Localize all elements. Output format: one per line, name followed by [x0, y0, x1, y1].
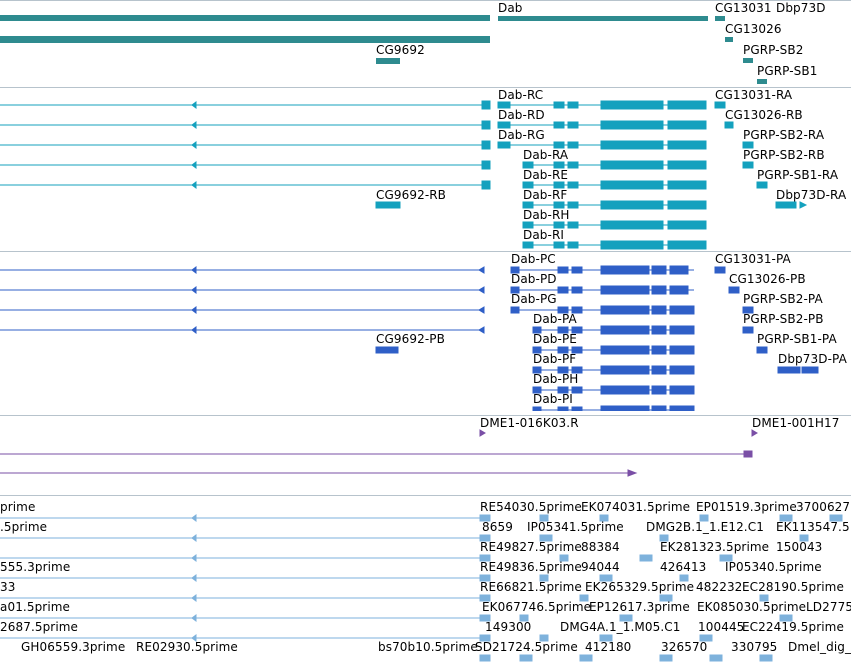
- transcript-label: CG9692-RB: [376, 188, 447, 202]
- est-label: 3700627: [796, 500, 851, 514]
- protein-label: Dab-PA: [533, 312, 577, 326]
- est-label: EC22419.5prime: [742, 620, 844, 634]
- protein-label: CG9692-PB: [376, 332, 445, 346]
- gene-label: CG13031: [715, 1, 772, 15]
- est-track[interactable]: [0, 495, 851, 663]
- protein-label: Dab-PC: [511, 252, 556, 266]
- transcript-label: Dab-RE: [523, 168, 569, 182]
- protein-label: Dab-PH: [533, 372, 579, 386]
- protein-label: Dbp73D-PA: [778, 352, 847, 366]
- protein-label: Dab-PI: [533, 392, 573, 406]
- est-label: 88384: [581, 540, 620, 554]
- bac-track[interactable]: [0, 415, 851, 495]
- transcript-label: CG13031-RA: [715, 88, 793, 102]
- gene-label: CG13026: [725, 22, 782, 36]
- protein-label: CG13031-PA: [715, 252, 791, 266]
- gene-label: Dab: [498, 1, 523, 15]
- est-label: RE49836.5prime: [480, 560, 582, 574]
- track-separator: [0, 415, 851, 416]
- est-label: 150043: [776, 540, 823, 554]
- est-label: EK067746.5prime: [482, 600, 592, 614]
- transcript-label: Dab-RI: [523, 228, 565, 242]
- est-label: 33: [0, 580, 16, 594]
- est-label: RE54030.5prime: [480, 500, 582, 514]
- est-label: SD21724.5prime: [475, 640, 578, 654]
- est-label: RE02930.5prime: [136, 640, 238, 654]
- transcript-label: PGRP-SB2-RB: [743, 148, 825, 162]
- est-label: 555.3prime: [0, 560, 71, 574]
- est-label: EK085030.5prime: [697, 600, 807, 614]
- transcript-label: Dab-RA: [523, 148, 569, 162]
- est-label: 426413: [660, 560, 707, 574]
- transcript-label: CG13026-RB: [725, 108, 803, 122]
- protein-label: Dab-PF: [533, 352, 577, 366]
- transcript-label: PGRP-SB1-RA: [757, 168, 839, 182]
- est-label: bs70b10.5prime: [378, 640, 478, 654]
- gene-cg9692-bar[interactable]: [376, 58, 400, 64]
- bac-label: DME1-016K03.R: [480, 416, 579, 430]
- est-label: EK265329.5prime: [585, 580, 695, 594]
- est-label: EK113547.5: [776, 520, 850, 534]
- bac-label: DME1-001H17: [752, 416, 840, 430]
- est-label: 330795: [731, 640, 778, 654]
- est-label: LD2775: [806, 600, 851, 614]
- transcript-label: Dab-RF: [523, 188, 568, 202]
- est-label: 149300: [485, 620, 532, 634]
- est-label: EP01519.3prime: [696, 500, 797, 514]
- protein-label: PGRP-SB2-PB: [743, 312, 824, 326]
- est-label: IP05340.5prime: [725, 560, 822, 574]
- gene-label: PGRP-SB1: [757, 64, 818, 78]
- transcript-label: Dab-RC: [498, 88, 544, 102]
- est-label: 94044: [581, 560, 620, 574]
- gene-label: Dbp73D: [776, 1, 826, 15]
- protein-label: Dab-PE: [533, 332, 577, 346]
- transcript-label: PGRP-SB2-RA: [743, 128, 825, 142]
- est-label: 2687.5prime: [0, 620, 79, 634]
- gene-cg9692-long-bar[interactable]: [0, 36, 490, 43]
- est-label: EP12617.3prime: [589, 600, 690, 614]
- est-label: Dmel_dig_00: [788, 640, 851, 654]
- est-label: DMG4A.1_1.M05.C1: [560, 620, 681, 634]
- est-label: EK281323.5prime: [660, 540, 770, 554]
- est-label: RE66821.5prime: [480, 580, 582, 594]
- gene-cg13031-marker[interactable]: [715, 16, 725, 21]
- est-label: EC28190.5prime: [742, 580, 844, 594]
- transcript-label: Dbp73D-RA: [776, 188, 847, 202]
- est-label: IP05341.5prime: [527, 520, 624, 534]
- gene-label: CG9692: [376, 43, 425, 57]
- protein-label: PGRP-SB1-PA: [757, 332, 837, 346]
- est-label: GH06559.3prime: [21, 640, 126, 654]
- est-label: 412180: [585, 640, 632, 654]
- transcript-label: Dab-RD: [498, 108, 545, 122]
- gene-pgrp-sb2-marker[interactable]: [743, 58, 753, 63]
- protein-label: CG13026-PB: [729, 272, 806, 286]
- est-label: RE49827.5prime: [480, 540, 582, 554]
- transcript-track[interactable]: [0, 87, 851, 252]
- est-label: 482232: [696, 580, 743, 594]
- gene-dab-bar-right[interactable]: [498, 16, 708, 21]
- gene-cg13026-marker[interactable]: [725, 37, 733, 42]
- est-label: 100445: [698, 620, 745, 634]
- protein-label: PGRP-SB2-PA: [743, 292, 823, 306]
- protein-track[interactable]: [0, 251, 851, 411]
- protein-label: Dab-PD: [511, 272, 557, 286]
- transcript-label: Dab-RG: [498, 128, 545, 142]
- gene-label: PGRP-SB2: [743, 43, 804, 57]
- est-label: EK074031.5prime: [581, 500, 691, 514]
- track-separator: [0, 495, 851, 496]
- est-label: a01.5prime: [0, 600, 71, 614]
- est-label: 8659: [482, 520, 513, 534]
- gene-pgrp-sb1-marker[interactable]: [757, 79, 767, 84]
- track-separator: [0, 251, 851, 252]
- track-separator: [0, 0, 851, 1]
- track-separator: [0, 87, 851, 88]
- gene-dab-bar[interactable]: [0, 15, 490, 21]
- transcript-label: Dab-RH: [523, 208, 570, 222]
- est-label: 326570: [661, 640, 708, 654]
- est-label: prime: [0, 500, 36, 514]
- protein-label: Dab-PG: [511, 292, 557, 306]
- est-label: DMG2B.1_1.E12.C1: [646, 520, 764, 534]
- est-label: .5prime: [0, 520, 48, 534]
